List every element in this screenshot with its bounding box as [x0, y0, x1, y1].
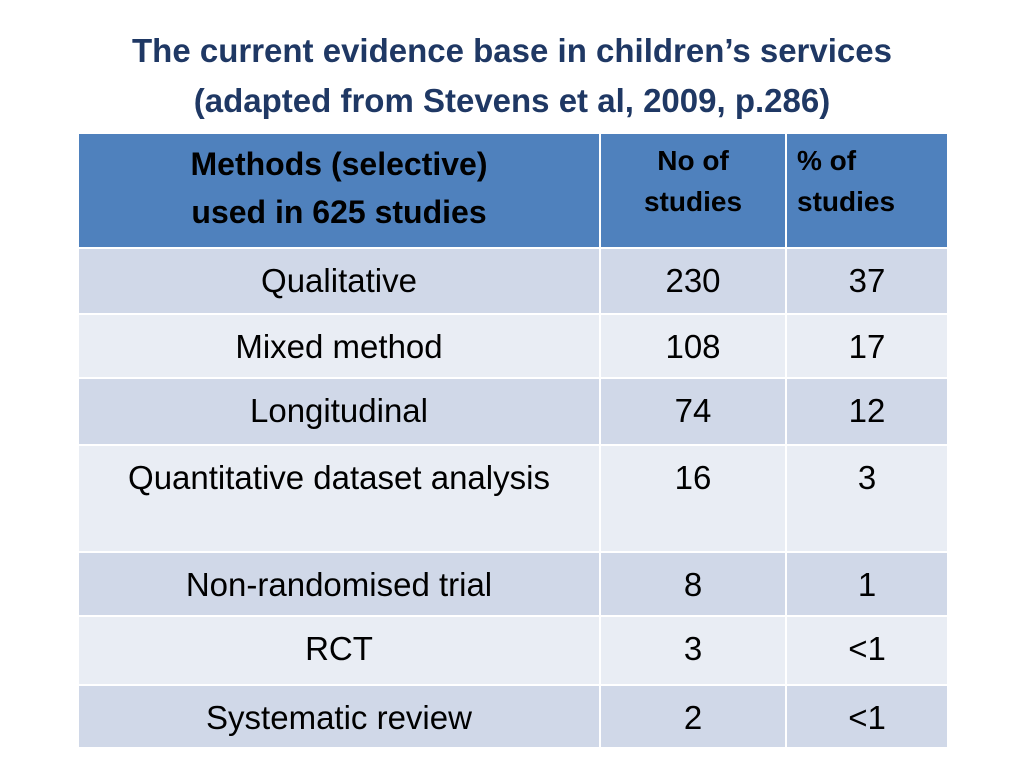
- slide-title: The current evidence base in children’s …: [0, 26, 1024, 126]
- header-no-of-studies: No of studies: [599, 132, 787, 249]
- table-row: Qualitative 230 37: [77, 247, 949, 315]
- cell-pct: 37: [785, 247, 949, 315]
- cell-method: Longitudinal: [77, 377, 601, 446]
- table-row: Mixed method 108 17: [77, 313, 949, 379]
- cell-no: 8: [599, 551, 787, 617]
- title-line-1: The current evidence base in children’s …: [132, 32, 892, 69]
- header-methods: Methods (selective) used in 625 studies: [77, 132, 601, 249]
- cell-method: Systematic review: [77, 684, 601, 749]
- cell-no: 16: [599, 444, 787, 553]
- table-header-row: Methods (selective) used in 625 studies …: [77, 132, 949, 249]
- table-row: RCT 3 <1: [77, 615, 949, 686]
- cell-method: Mixed method: [77, 313, 601, 379]
- cell-pct: 1: [785, 551, 949, 617]
- table-row: Longitudinal 74 12: [77, 377, 949, 446]
- table-row: Non-randomised trial 8 1: [77, 551, 949, 617]
- cell-no: 74: [599, 377, 787, 446]
- cell-pct: <1: [785, 684, 949, 749]
- cell-pct: <1: [785, 615, 949, 686]
- table-row: Quantitative dataset analysis 16 3: [77, 444, 949, 553]
- cell-method: Qualitative: [77, 247, 601, 315]
- cell-pct: 3: [785, 444, 949, 553]
- cell-method: Non-randomised trial: [77, 551, 601, 617]
- cell-no: 230: [599, 247, 787, 315]
- title-line-2: (adapted from Stevens et al, 2009, p.286…: [193, 82, 831, 119]
- evidence-table: Methods (selective) used in 625 studies …: [77, 132, 949, 749]
- cell-method: Quantitative dataset analysis: [77, 444, 601, 553]
- cell-pct: 17: [785, 313, 949, 379]
- cell-no: 2: [599, 684, 787, 749]
- header-pct-of-studies: % of studies: [785, 132, 949, 249]
- cell-pct: 12: [785, 377, 949, 446]
- cell-no: 3: [599, 615, 787, 686]
- cell-no: 108: [599, 313, 787, 379]
- table-row: Systematic review 2 <1: [77, 684, 949, 749]
- cell-method: RCT: [77, 615, 601, 686]
